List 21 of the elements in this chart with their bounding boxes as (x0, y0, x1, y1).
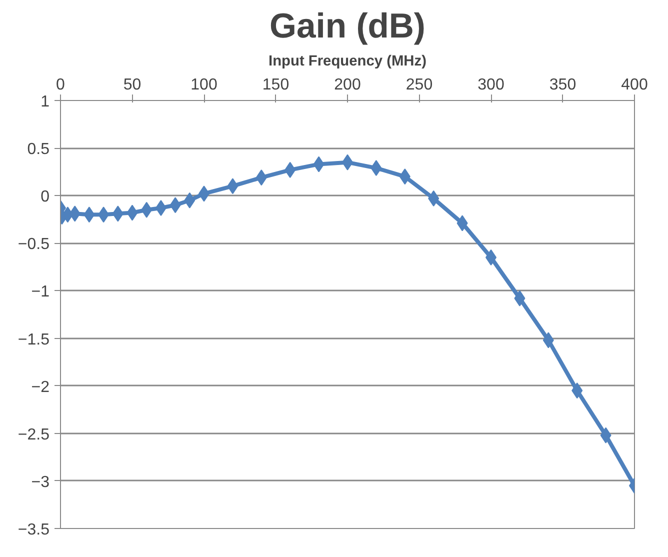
y-tick-label: 0 (40, 188, 50, 206)
y-tick-label: 1 (40, 94, 50, 110)
y-tick-label: −3.5 (18, 522, 50, 538)
y-tick-label: 0.5 (27, 141, 50, 158)
y-tick-label: −2 (31, 378, 50, 396)
x-axis-title: Input Frequency (MHz) (268, 54, 427, 70)
x-tick-label: 400 (621, 76, 648, 94)
x-tick-label: 0 (56, 76, 66, 94)
x-tick-label: 150 (262, 76, 290, 94)
x-tick-label: 250 (406, 76, 433, 94)
y-tick-label: −0.5 (18, 236, 50, 254)
x-tick-label: 300 (478, 76, 504, 94)
y-tick-label: −1 (31, 284, 50, 301)
y-tick-label: −1.5 (18, 331, 50, 348)
x-tick-label: 100 (190, 76, 218, 94)
chart-title: Gain (dB) (270, 8, 426, 46)
y-tick-label: −2.5 (18, 426, 50, 444)
x-tick-label: 200 (334, 76, 361, 94)
y-tick-label: −3 (31, 474, 50, 491)
x-tick-label: 350 (549, 76, 576, 94)
x-tick-label: 50 (123, 76, 142, 94)
